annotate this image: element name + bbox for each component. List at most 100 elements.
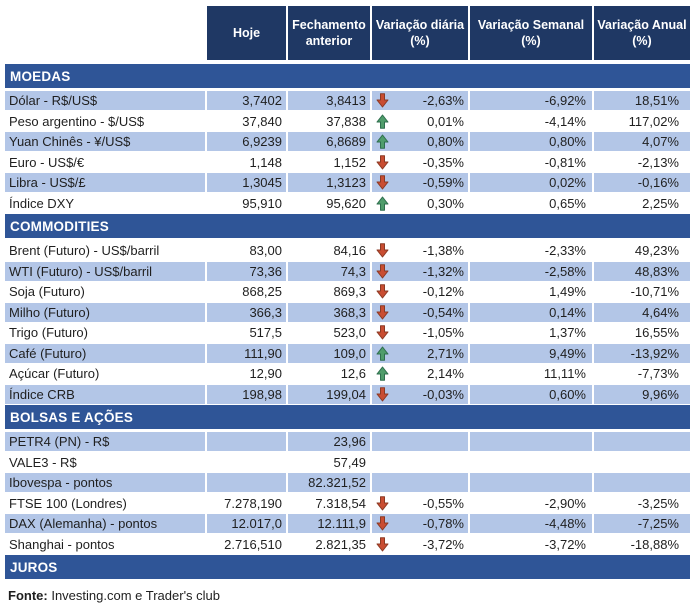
fechamento-value: 84,16 [288,241,370,260]
variacao-diaria-value: -0,59% [422,175,464,190]
fechamento-value: 523,0 [288,323,370,342]
fechamento-value: 95,620 [288,193,370,213]
header-cell-blank [5,6,205,60]
variacao-semanal-value: 9,49% [470,343,592,363]
variacao-diaria-value: -0,35% [422,154,464,170]
variacao-diaria-value: -0,03% [422,386,464,402]
fechamento-value: 23,96 [288,432,370,451]
up-arrow-icon [376,196,390,211]
variacao-diaria-value: -2,63% [422,93,464,108]
up-arrow-icon [376,366,390,381]
variacao-semanal-value: -2,33% [470,241,592,260]
variacao-diaria-value: -1,05% [422,325,464,340]
fechamento-value: 37,838 [288,111,370,131]
variacao-diaria-value: 0,80% [427,134,464,149]
variacao-semanal-value: -3,72% [470,534,592,554]
table-row: Euro - US$/€ 1,148 1,152 -0,35% -0,81% -2,13% [5,152,690,172]
table-row: Café (Futuro) 111,90 109,0 2,71% 9,49% -13,92… [5,343,690,363]
up-arrow-icon [376,114,390,129]
variacao-diaria-value: -3,72% [422,536,464,552]
section-header-bolsas-e-a-es: BOLSAS E AÇÕES [5,405,690,429]
fechamento-value: 57,49 [288,452,370,472]
fechamento-value: 199,04 [288,384,370,404]
hoje-value: 95,910 [207,193,286,213]
instrument-label: Libra - US$/£ [5,173,205,192]
variacao-anual-value: 2,25% [594,193,690,213]
table-header: Hoje Fechamento anterior Variação diária… [5,6,690,60]
source-label: Fonte: [8,588,48,603]
variacao-diaria-cell: 0,80% [372,132,468,151]
variacao-semanal-value: -4,48% [470,514,592,533]
fechamento-value: 368,3 [288,302,370,322]
down-arrow-icon [376,93,390,108]
table-row: Trigo (Futuro) 517,5 523,0 -1,05% 1,37% 16,55… [5,323,690,342]
variacao-semanal-value: 1,37% [470,323,592,342]
instrument-label: Yuan Chinês - ¥/US$ [5,132,205,151]
header-cell-hoje: Hoje [207,6,286,60]
header-cell-fechamento: Fechamento anterior [288,6,370,60]
variacao-anual-value: -7,25% [594,514,690,533]
down-arrow-icon [376,325,390,340]
fechamento-value: 12,6 [288,364,370,383]
instrument-label: Brent (Futuro) - US$/barril [5,241,205,260]
hoje-value: 111,90 [207,343,286,363]
variacao-diaria-value: 0,30% [427,195,464,211]
source-note: Fonte: Investing.com e Trader's club [5,588,690,603]
variacao-anual-value: -13,92% [594,343,690,363]
variacao-anual-value [594,452,690,472]
variacao-diaria-cell [372,452,468,472]
table-row: Índice CRB 198,98 199,04 -0,03% 0,60% 9,96% [5,384,690,404]
down-arrow-icon [376,263,390,279]
instrument-label: Índice CRB [5,384,205,404]
variacao-diaria-value: 2,14% [427,366,464,381]
table-row: Açúcar (Futuro) 12,90 12,6 2,14% 11,11% -7,73… [5,364,690,383]
instrument-label: Trigo (Futuro) [5,323,205,342]
variacao-semanal-value: 0,65% [470,193,592,213]
table-row: Shanghai - pontos 2.716,510 2.821,35 -3,72%… [5,534,690,554]
variacao-diaria-cell: -1,38% [372,241,468,260]
down-arrow-icon [376,175,390,190]
hoje-value: 37,840 [207,111,286,131]
fechamento-value: 82.321,52 [288,473,370,492]
variacao-semanal-value: -4,14% [470,111,592,131]
variacao-diaria-cell: -0,54% [372,302,468,322]
hoje-value: 2.716,510 [207,534,286,554]
instrument-label: Soja (Futuro) [5,282,205,301]
hoje-value: 3,7402 [207,91,286,110]
down-arrow-icon [376,495,390,511]
variacao-anual-value [594,432,690,451]
variacao-anual-value: 48,83% [594,261,690,281]
instrument-label: WTI (Futuro) - US$/barril [5,261,205,281]
variacao-anual-value: 9,96% [594,384,690,404]
instrument-label: Peso argentino - $/US$ [5,111,205,131]
variacao-anual-value: -10,71% [594,282,690,301]
variacao-anual-value: -3,25% [594,493,690,513]
variacao-diaria-cell: 0,01% [372,111,468,131]
hoje-value: 73,36 [207,261,286,281]
down-arrow-icon [376,386,390,402]
table-row: Índice DXY 95,910 95,620 0,30% 0,65% 2,25% [5,193,690,213]
variacao-semanal-value: -6,92% [470,91,592,110]
down-arrow-icon [376,516,390,531]
table-row: Peso argentino - $/US$ 37,840 37,838 0,01% -… [5,111,690,131]
section-header-commodities: COMMODITIES [5,214,690,238]
fechamento-value: 7.318,54 [288,493,370,513]
variacao-semanal-value: -0,81% [470,152,592,172]
variacao-diaria-value: -0,55% [422,495,464,511]
fechamento-value: 12.111,9 [288,514,370,533]
variacao-diaria-value: -1,32% [422,263,464,279]
variacao-diaria-cell: 2,14% [372,364,468,383]
variacao-diaria-cell: 0,30% [372,193,468,213]
variacao-anual-value: 117,02% [594,111,690,131]
header-cell-variacao-anual: Variação Anual (%) [594,6,690,60]
table-row: Milho (Futuro) 366,3 368,3 -0,54% 0,14% 4,64% [5,302,690,322]
hoje-value: 6,9239 [207,132,286,151]
hoje-value: 83,00 [207,241,286,260]
variacao-semanal-value [470,432,592,451]
section-header-juros: JUROS [5,555,690,579]
instrument-label: Ibovespa - pontos [5,473,205,492]
instrument-label: Café (Futuro) [5,343,205,363]
hoje-value: 1,3045 [207,173,286,192]
hoje-value: 198,98 [207,384,286,404]
